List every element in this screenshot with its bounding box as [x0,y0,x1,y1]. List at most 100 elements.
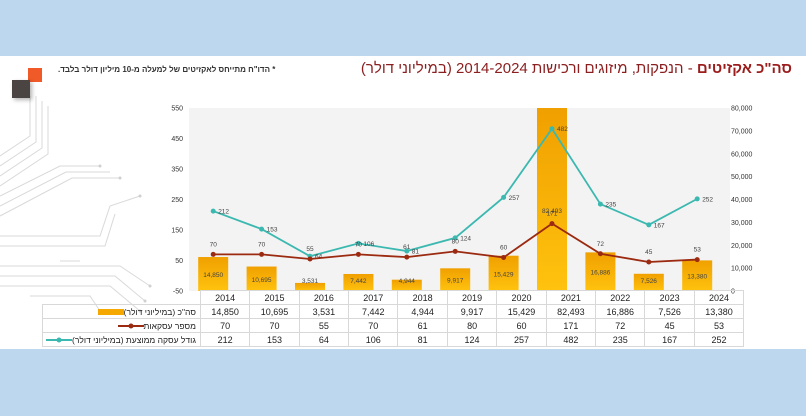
line-value-label: 212 [218,209,229,216]
bar-value-label: 4,944 [399,278,416,285]
table-cell: 15,429 [496,304,547,319]
right-axis-tick: 40,000 [731,197,753,204]
table-cell: 81 [397,332,448,347]
data-point-marker [694,196,700,202]
table-cell: 16,886 [595,304,646,319]
left-axis-tick: 50 [175,258,183,265]
year-header: 2023 [644,290,695,305]
bar-value-label: 13,380 [687,274,707,281]
year-header: 2019 [446,290,498,305]
footnote: * הדו"ח מתייחס לאקזיטים של למעלה מ-10 מי… [58,65,276,74]
line-value-label: 70 [210,241,218,248]
table-cell: 13,380 [693,304,745,319]
table-row: מספר עסקאות 70 70 55 70 61 80 60 171 72 45 53 [42,318,745,333]
right-axis-tick: 70,000 [731,128,753,135]
line-value-label: 60 [500,244,508,251]
table-cell: 72 [595,318,646,333]
bar [585,252,616,291]
data-point-marker [549,221,555,227]
line-value-label: 235 [605,202,616,209]
line-value-label: 252 [702,196,713,203]
bar-value-label: 10,695 [252,277,272,284]
data-point-marker [210,251,216,257]
year-header: 2020 [496,290,547,305]
table-cell: 257 [496,332,547,347]
data-point-marker [501,194,507,200]
data-table: 2014 2015 2016 2017 2018 2019 2020 2021 2022 2023… [42,290,745,347]
right-axis-tick: 20,000 [731,243,753,250]
line-value-label: 45 [645,249,653,256]
table-row: גודל עסקה ממוצעת (במיליוני דולר) 212 153 64… [42,332,745,347]
data-point-marker [452,235,458,241]
table-cell: 70 [199,318,251,333]
data-point-marker [597,251,603,257]
table-cell: 53 [693,318,745,333]
table-cell: 45 [644,318,695,333]
title-rest: - הנפקות, מיזוגים ורכישות 2014-2024 (במי… [360,60,697,77]
title-bold: סה"כ אקזיטים [696,60,792,77]
right-axis-tick: 60,000 [731,151,753,158]
table-cell: 212 [199,332,251,347]
bar-value-label: 15,429 [494,271,514,278]
row-label: סה"כ (במיליוני דולר) [42,304,201,319]
line-value-label: 171 [547,211,558,218]
data-point-marker [355,240,361,246]
line-value-label: 257 [509,195,520,202]
data-point-marker [404,248,410,254]
bar-value-label: 82,493 [542,208,562,215]
table-cell: 3,531 [298,304,350,319]
decorative-dark-square [12,80,30,98]
data-point-marker [597,201,603,207]
data-point-marker [501,254,507,260]
line-value-label: 70 [258,241,266,248]
data-point-marker [210,208,216,214]
data-point-marker [259,226,265,232]
chart-panel: סה"כ אקזיטים - הנפקות, מיזוגים ורכישות 2… [0,56,806,349]
left-axis-tick: -50 [173,289,183,296]
table-cell: 153 [249,332,300,347]
table-cell: 7,442 [348,304,399,319]
row-label: גודל עסקה ממוצעת (במיליוני דולר) [42,332,201,347]
bar [682,260,713,291]
bar [633,273,664,291]
table-cell: 80 [446,318,498,333]
line-value-label: 53 [694,247,702,254]
year-header: 2024 [693,290,745,305]
table-cell: 9,917 [446,304,498,319]
table-cell: 82,493 [545,304,597,319]
bar-value-label: 7,526 [641,278,658,285]
data-point-marker [646,259,652,265]
bar-legend-icon [97,309,124,316]
line-value-label: 61 [403,244,411,251]
left-axis-tick: 450 [171,136,183,143]
bar [343,273,374,291]
year-header: 2015 [249,290,300,305]
year-header: 2018 [397,290,448,305]
left-axis-tick: 150 [171,228,183,235]
bar-value-label: 7,442 [350,278,367,285]
line-value-label: 124 [460,235,471,242]
table-cell: 64 [298,332,350,347]
data-point-marker [355,251,361,257]
bar [537,108,567,291]
table-cell: 167 [644,332,695,347]
line-value-label: 70 [355,241,363,248]
bar-value-label: 16,886 [590,270,610,277]
line-value-label: 153 [267,227,278,234]
table-cell: 235 [595,332,646,347]
bar [488,255,519,291]
right-axis-tick: 50,000 [731,174,753,181]
line-value-label: 81 [412,249,420,256]
bar [198,257,229,291]
right-axis-tick: 30,000 [731,220,753,227]
table-cell: 7,526 [644,304,695,319]
line-value-label: 482 [557,126,568,133]
bar [246,266,277,291]
bar-value-label: 9,917 [447,278,464,285]
deals-line-legend-icon [117,323,144,329]
data-point-marker [259,251,265,257]
data-point-marker [694,257,700,263]
left-axis-tick: 350 [171,167,183,174]
bar [295,282,325,291]
year-header: 2016 [298,290,350,305]
